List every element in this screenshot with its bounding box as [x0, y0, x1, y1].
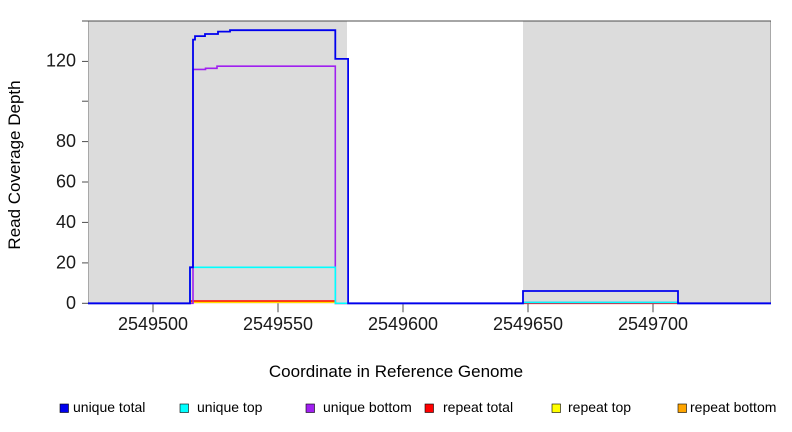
svg-text:120: 120: [46, 51, 76, 71]
svg-text:2549500: 2549500: [118, 314, 188, 334]
svg-text:2549600: 2549600: [368, 314, 438, 334]
svg-text:2549650: 2549650: [493, 314, 563, 334]
svg-text:80: 80: [56, 131, 76, 151]
svg-text:40: 40: [56, 212, 76, 232]
svg-text:2549700: 2549700: [618, 314, 688, 334]
svg-text:repeat total: repeat total: [443, 399, 513, 415]
svg-text:60: 60: [56, 172, 76, 192]
svg-text:repeat bottom: repeat bottom: [690, 399, 776, 415]
svg-text:unique total: unique total: [73, 399, 145, 415]
svg-text:Coordinate in Reference Genome: Coordinate in Reference Genome: [269, 362, 523, 381]
svg-text:unique top: unique top: [197, 399, 263, 415]
svg-text:repeat top: repeat top: [568, 399, 631, 415]
svg-text:Read Coverage Depth: Read Coverage Depth: [5, 80, 24, 249]
svg-text:2549550: 2549550: [243, 314, 313, 334]
svg-text:unique bottom: unique bottom: [323, 399, 412, 415]
svg-text:0: 0: [66, 293, 76, 313]
svg-text:20: 20: [56, 253, 76, 273]
